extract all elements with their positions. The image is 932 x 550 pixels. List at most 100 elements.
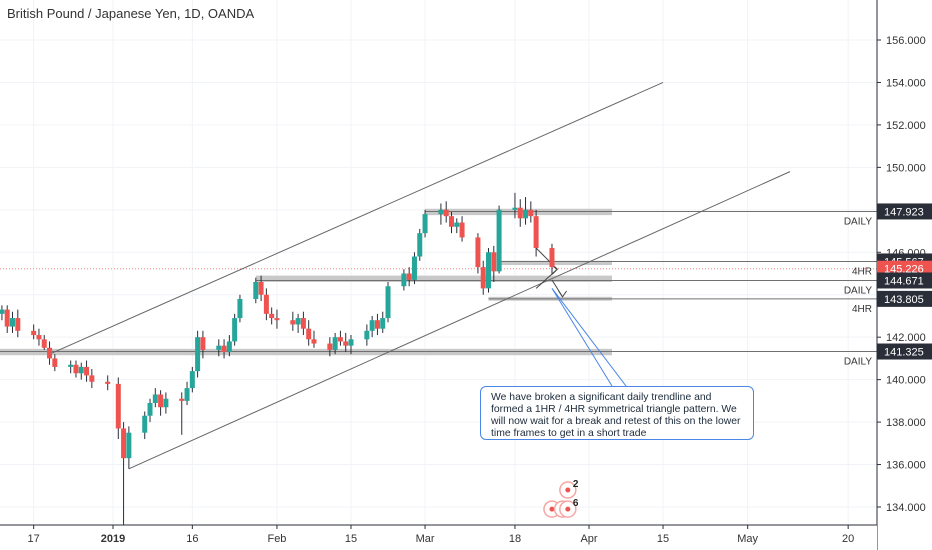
- price-label: 144.671: [884, 275, 924, 287]
- candle: [343, 332, 349, 353]
- candle-body: [274, 318, 280, 321]
- candle-body: [486, 252, 492, 289]
- candle: [158, 390, 164, 416]
- candle-body: [306, 328, 312, 340]
- candle-body: [179, 398, 185, 401]
- candle-body: [89, 375, 95, 382]
- candle: [290, 311, 296, 331]
- candle: [512, 192, 518, 219]
- candle: [306, 320, 312, 346]
- candle: [163, 392, 169, 414]
- candle-body: [448, 216, 454, 227]
- candle-body: [4, 309, 10, 327]
- candle: [459, 216, 465, 242]
- candle-body: [52, 358, 58, 367]
- y-tick-label: 156.000: [886, 35, 926, 47]
- y-tick-label: 136.000: [886, 460, 926, 472]
- event-dot: [565, 506, 571, 512]
- candle-body: [380, 318, 386, 329]
- candle-body: [147, 402, 153, 416]
- candle: [311, 330, 317, 348]
- candle-body: [533, 216, 539, 249]
- candle: [422, 209, 428, 238]
- x-tick-label: 15: [657, 533, 669, 545]
- candle: [385, 281, 391, 323]
- annotation-note[interactable]: We have broken a significant daily trend…: [480, 386, 754, 440]
- trend-lines: [49, 81, 791, 470]
- candle: [195, 330, 201, 378]
- candle: [523, 197, 529, 225]
- candle: [73, 360, 79, 378]
- candle: [332, 332, 338, 355]
- candle: [152, 388, 158, 408]
- candle-body: [406, 273, 412, 280]
- candle: [533, 209, 539, 257]
- candle-body: [327, 343, 333, 350]
- price-label: 141.325: [884, 347, 924, 359]
- event-count: 6: [573, 498, 579, 509]
- candle: [417, 228, 423, 261]
- price-label-bg: [877, 272, 932, 289]
- candle: [528, 201, 534, 223]
- candle: [253, 277, 259, 304]
- candle: [89, 369, 95, 389]
- candle-body: [195, 337, 201, 372]
- candle-body: [422, 214, 428, 234]
- y-tick-label: 134.000: [886, 502, 926, 514]
- candle-body: [295, 318, 301, 325]
- candle: [496, 205, 502, 274]
- candle-body: [343, 341, 349, 346]
- candle-body: [68, 364, 74, 367]
- candle: [327, 337, 333, 357]
- candle: [411, 252, 417, 285]
- candle-body: [189, 371, 195, 389]
- event-marker[interactable]: 2: [559, 479, 579, 499]
- arrowhead: [558, 290, 567, 298]
- candle-body: [337, 337, 343, 342]
- candle: [147, 398, 153, 423]
- candle: [454, 218, 460, 234]
- candle-body: [152, 394, 158, 403]
- candle: [221, 339, 227, 359]
- candle-body: [73, 364, 79, 374]
- candle-body: [290, 320, 296, 325]
- candle-body: [142, 415, 148, 433]
- candle-body: [454, 222, 460, 227]
- y-tick-label: 154.000: [886, 77, 926, 89]
- zone-label: DAILY: [844, 285, 872, 296]
- candle-body: [121, 428, 127, 459]
- candle-body: [517, 207, 523, 219]
- candle-body: [369, 320, 375, 331]
- candle: [10, 311, 16, 333]
- x-tick-label: 16: [186, 533, 198, 545]
- y-tick-label: 138.000: [886, 417, 926, 429]
- x-tick-label: 18: [509, 533, 521, 545]
- candle: [78, 362, 84, 380]
- event-markers[interactable]: 62: [543, 479, 579, 518]
- candle-body: [115, 383, 121, 429]
- candle: [269, 307, 275, 325]
- candle: [374, 313, 380, 336]
- candle: [480, 260, 486, 295]
- candle: [448, 211, 454, 234]
- price-label-bg: [877, 203, 932, 220]
- candle: [475, 233, 481, 274]
- candle-body: [184, 388, 190, 401]
- candle: [263, 288, 269, 321]
- candle-body: [443, 209, 449, 217]
- candle: [237, 294, 243, 323]
- y-tick-label: 140.000: [886, 375, 926, 387]
- candle-body: [258, 281, 264, 295]
- candle: [258, 275, 264, 302]
- candle: [0, 305, 5, 321]
- candle-body: [528, 209, 534, 217]
- x-tick-label: Feb: [267, 533, 286, 545]
- candle: [232, 313, 238, 346]
- event-marker[interactable]: 6: [559, 498, 579, 518]
- price-label: 147.923: [884, 206, 924, 218]
- candle-body: [126, 432, 132, 459]
- candle: [295, 313, 301, 333]
- candle: [189, 366, 195, 393]
- candle-body: [438, 209, 444, 215]
